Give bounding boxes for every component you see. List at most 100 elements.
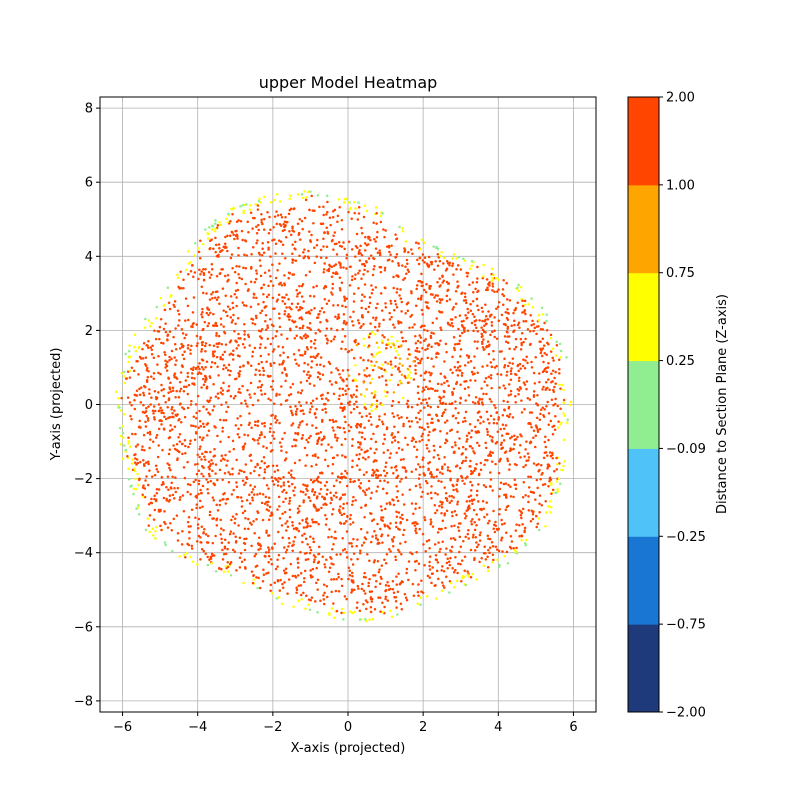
scatter-point [491, 545, 495, 548]
scatter-point [209, 479, 213, 483]
scatter-point [303, 569, 307, 573]
scatter-point [370, 353, 374, 356]
scatter-point [301, 419, 304, 423]
scatter-point [427, 467, 430, 470]
scatter-point [473, 315, 476, 319]
scatter-point [314, 454, 317, 458]
scatter-point [473, 355, 476, 358]
scatter-point [265, 295, 269, 299]
scatter-point [354, 340, 357, 344]
scatter-point [333, 616, 336, 620]
scatter-point [376, 522, 379, 526]
scatter-point [243, 323, 246, 326]
scatter-point [197, 482, 201, 486]
scatter-point [526, 361, 529, 365]
scatter-point [305, 373, 309, 376]
scatter-point [224, 502, 228, 505]
scatter-point [343, 247, 346, 251]
scatter-point [370, 284, 373, 287]
scatter-point [435, 509, 439, 512]
scatter-point [458, 364, 462, 368]
scatter-point [203, 320, 207, 324]
scatter-point [486, 418, 490, 421]
scatter-point [425, 540, 429, 543]
scatter-point [369, 322, 372, 325]
scatter-point [144, 528, 148, 532]
scatter-point [381, 610, 385, 614]
scatter-point [508, 468, 511, 471]
scatter-point [414, 304, 418, 307]
scatter-point [436, 253, 440, 256]
scatter-point [302, 591, 305, 595]
scatter-point [200, 458, 203, 461]
scatter-point [492, 509, 495, 513]
scatter-point [347, 201, 350, 204]
scatter-point [202, 549, 206, 553]
scatter-point [206, 555, 209, 559]
scatter-point [312, 342, 316, 345]
scatter-point [209, 396, 213, 399]
scatter-point [291, 520, 294, 524]
scatter-point [162, 342, 165, 345]
scatter-point [357, 287, 360, 290]
scatter-point [399, 520, 403, 524]
scatter-point [325, 584, 329, 588]
scatter-point [239, 414, 242, 418]
scatter-point [524, 337, 527, 341]
scatter-point [471, 401, 475, 404]
scatter-point [553, 385, 556, 389]
scatter-point [244, 481, 247, 485]
scatter-point [119, 443, 123, 446]
scatter-point [426, 447, 429, 450]
scatter-point [428, 413, 431, 417]
scatter-point [228, 373, 231, 377]
scatter-point [214, 243, 218, 247]
scatter-point [240, 560, 244, 564]
scatter-point [405, 598, 409, 602]
scatter-point [247, 423, 251, 426]
scatter-point [397, 345, 401, 349]
scatter-point [281, 371, 284, 374]
scatter-point [271, 284, 275, 287]
scatter-point [301, 326, 304, 330]
scatter-point [244, 282, 247, 286]
scatter-point [215, 524, 219, 527]
scatter-point [364, 493, 367, 497]
scatter-point [168, 435, 172, 439]
scatter-point [538, 372, 541, 375]
scatter-point [352, 292, 356, 295]
scatter-point [276, 558, 279, 562]
scatter-point [275, 330, 279, 333]
scatter-point [383, 558, 386, 562]
scatter-point [382, 469, 386, 472]
scatter-point [475, 524, 478, 527]
scatter-point [344, 519, 348, 523]
scatter-point [471, 447, 474, 450]
scatter-point [468, 445, 472, 448]
scatter-point [504, 482, 508, 485]
scatter-point [507, 394, 511, 397]
scatter-point [154, 464, 158, 468]
scatter-point [178, 440, 182, 443]
scatter-point [155, 468, 159, 471]
scatter-point [167, 488, 170, 491]
scatter-point [260, 337, 263, 340]
scatter-point [359, 527, 363, 531]
scatter-point [226, 234, 229, 238]
scatter-point [497, 471, 501, 475]
y-tick-label: 6 [85, 176, 93, 191]
x-tick-label: 4 [494, 720, 502, 735]
scatter-point [157, 488, 161, 491]
scatter-point [436, 264, 440, 267]
scatter-point [292, 527, 296, 531]
scatter-point [197, 250, 201, 254]
scatter-point [311, 575, 314, 578]
scatter-point [408, 488, 412, 492]
scatter-point [463, 387, 467, 391]
scatter-point [215, 275, 219, 278]
scatter-point [569, 400, 573, 404]
scatter-point [421, 390, 424, 393]
scatter-point [371, 273, 375, 277]
scatter-point [256, 463, 259, 467]
scatter-point [430, 357, 433, 360]
